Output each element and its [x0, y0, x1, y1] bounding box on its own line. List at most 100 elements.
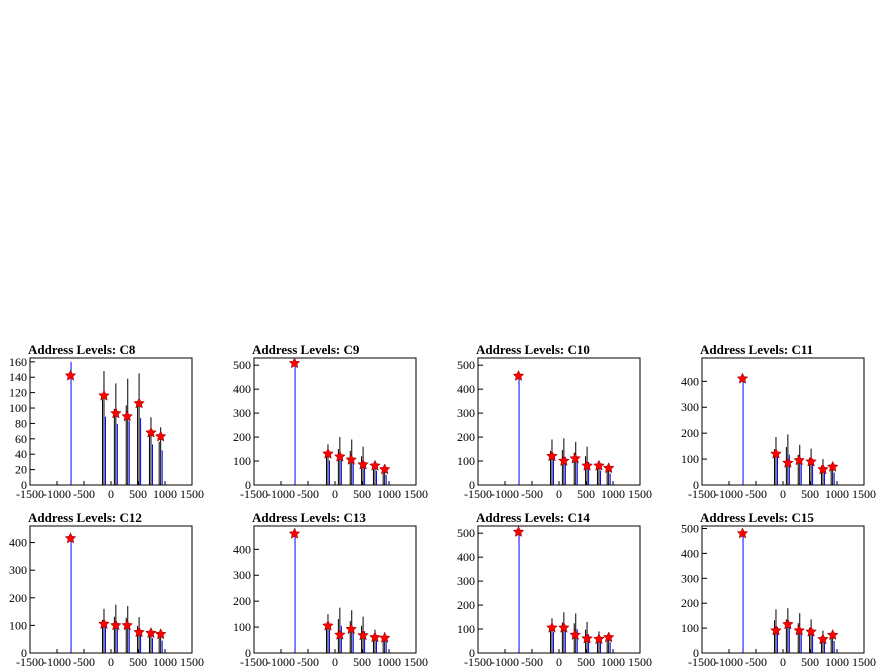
- x-tick-label: -1500: [16, 655, 44, 669]
- x-tick-label: -500: [521, 487, 543, 501]
- y-tick-label: 500: [457, 526, 475, 540]
- peak-marker: [782, 456, 794, 468]
- peak-marker: [770, 447, 782, 459]
- peak-marker: [736, 527, 749, 539]
- x-tick-label: -1500: [240, 487, 268, 501]
- peak-marker: [288, 527, 301, 539]
- y-tick-label: 200: [9, 591, 27, 605]
- chart-panel: Address Levels: C11 0 100 200 300 400 -1500 -10…: [672, 336, 896, 504]
- x-tick-label: 1000: [377, 655, 401, 669]
- chart-panel: Address Levels: C12 0 100 200 300 400 -1500 -10…: [0, 504, 224, 672]
- peak-marker: [817, 633, 829, 645]
- x-tick-label: 1500: [180, 487, 204, 501]
- x-tick-label: -1500: [16, 487, 44, 501]
- peak-marker: [826, 628, 839, 640]
- chart-svg: 0 100 200 300 400 -1500 -1000 -500 0 500 1000 1500: [681, 357, 876, 501]
- x-tick-label: -1500: [240, 655, 268, 669]
- chart-svg: 0 100 200 300 400 -1500 -1000 -500 0 500 1000 1500: [9, 525, 204, 669]
- peak-marker: [593, 632, 605, 645]
- x-tick-label: 1000: [601, 487, 625, 501]
- plot-frame: [477, 357, 641, 486]
- peak-marker: [322, 447, 334, 459]
- peak-marker: [558, 454, 570, 467]
- chart-svg: 0 100 200 300 400 -1500 -1000 -500 0 500 1000 1500: [233, 525, 428, 669]
- x-tick-label: 1500: [628, 487, 652, 501]
- y-tick-label: 0: [693, 478, 699, 492]
- peak-marker: [64, 532, 77, 544]
- peak-marker: [558, 621, 570, 633]
- peak-marker: [110, 407, 122, 419]
- y-tick-label: 300: [233, 568, 251, 582]
- y-tick-label: 100: [233, 454, 251, 468]
- y-tick-label: 500: [233, 358, 251, 372]
- chart-svg: 0 100 200 300 400 500 -1500 -1000 -500 0 500 1000 15…: [681, 521, 876, 669]
- peak-marker: [793, 454, 805, 466]
- peak-marker: [288, 357, 301, 369]
- y-tick-label: 400: [457, 550, 475, 564]
- x-tick-label: 0: [556, 487, 562, 501]
- peak-marker: [512, 369, 525, 381]
- plot-frame: [253, 525, 417, 654]
- x-tick-label: 500: [353, 487, 371, 501]
- chart-panel: Address Levels: C9 0 100 200 300 400 500 -1500-…: [224, 336, 448, 504]
- x-tick-label: 1000: [601, 655, 625, 669]
- peak-marker: [593, 459, 605, 471]
- y-tick-label: 40: [15, 447, 27, 461]
- peak-marker: [133, 626, 145, 638]
- chart-svg: 0 100 200 300 400 500 -1500 -1000 -500 0 500 1000 15…: [457, 357, 652, 501]
- x-tick-label: -1000: [491, 655, 519, 669]
- x-tick-label: -500: [73, 655, 95, 669]
- peak-marker: [826, 460, 839, 472]
- y-tick-label: 200: [233, 594, 251, 608]
- peak-marker: [581, 632, 593, 644]
- chart-panel: Address Levels: C10 0 100 200 300 400 500 -1500…: [448, 336, 672, 504]
- x-tick-label: 1500: [404, 487, 428, 501]
- x-tick-label: 0: [108, 487, 114, 501]
- y-tick-label: 0: [693, 646, 699, 660]
- plot-frame: [29, 525, 193, 654]
- y-tick-label: 300: [457, 574, 475, 588]
- x-tick-label: -1000: [491, 487, 519, 501]
- x-tick-label: 1500: [628, 655, 652, 669]
- y-tick-label: 200: [457, 598, 475, 612]
- chart-title: Address Levels: C15: [700, 510, 814, 525]
- x-tick-label: 500: [801, 487, 819, 501]
- peak-marker: [602, 631, 615, 643]
- y-tick-label: 140: [9, 370, 27, 384]
- peak-marker: [569, 452, 581, 464]
- x-tick-label: 1500: [852, 655, 876, 669]
- peak-marker: [569, 628, 581, 640]
- chart-title: Address Levels: C12: [28, 510, 142, 525]
- x-tick-label: 0: [108, 655, 114, 669]
- x-tick-label: -1000: [267, 655, 295, 669]
- y-tick-label: 160: [9, 355, 27, 369]
- peak-marker: [357, 458, 369, 470]
- peak-marker: [110, 619, 122, 631]
- x-tick-label: -1500: [464, 655, 492, 669]
- x-tick-label: -1500: [464, 487, 492, 501]
- x-tick-label: -500: [297, 487, 319, 501]
- chart-title: Address Levels: C14: [476, 510, 590, 525]
- x-tick-label: -500: [745, 487, 767, 501]
- x-tick-label: -1000: [43, 487, 71, 501]
- peak-marker: [770, 624, 782, 636]
- x-tick-label: -1000: [267, 487, 295, 501]
- peak-marker: [64, 369, 77, 381]
- peak-marker: [736, 372, 749, 384]
- peak-marker: [334, 450, 346, 462]
- chart-title: Address Levels: C11: [700, 342, 814, 357]
- y-tick-label: 0: [245, 478, 251, 492]
- y-tick-label: 300: [233, 406, 251, 420]
- y-tick-label: 20: [15, 463, 27, 477]
- plot-frame: [701, 525, 865, 654]
- x-tick-label: 1500: [852, 487, 876, 501]
- peak-marker: [512, 525, 525, 537]
- x-tick-label: 500: [353, 655, 371, 669]
- x-tick-label: 500: [577, 655, 595, 669]
- x-tick-label: 1000: [825, 487, 849, 501]
- y-tick-label: 0: [469, 646, 475, 660]
- peak-marker: [793, 624, 805, 636]
- y-tick-label: 300: [681, 571, 699, 585]
- peak-marker: [154, 430, 167, 442]
